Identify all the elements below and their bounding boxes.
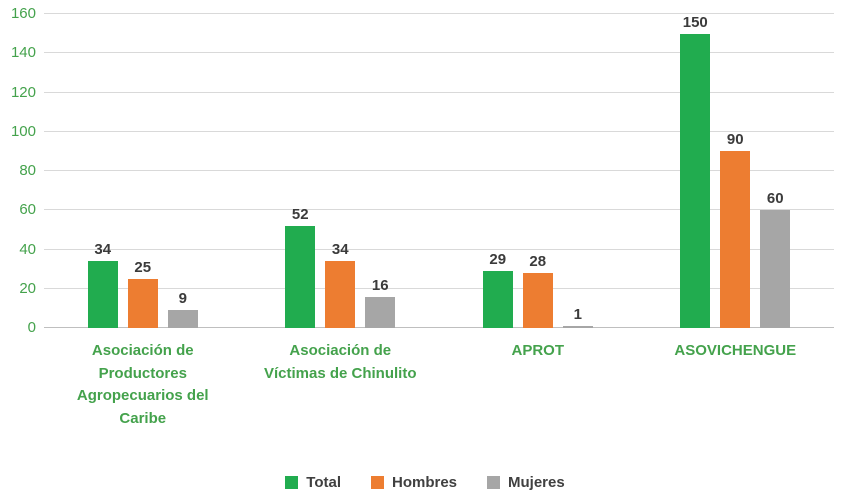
bar-total <box>680 34 711 328</box>
category-label: Asociación de Víctimas de Chinulito <box>242 340 440 430</box>
bar-group: 29 28 1 <box>439 14 637 328</box>
y-tick-label: 140 <box>10 44 36 62</box>
bar-value-label: 29 <box>489 251 507 269</box>
bar-column: 1 <box>562 14 593 328</box>
bar-group: 34 25 9 <box>44 14 242 328</box>
bar-hombres <box>720 151 751 328</box>
bar-column: 150 <box>680 14 711 328</box>
legend-swatch-hombres <box>370 476 384 489</box>
y-tick-label: 40 <box>19 240 36 258</box>
category-label: Asociación de Productores Agropecuarios de… <box>44 340 242 430</box>
legend-item-hombres: Hombres <box>370 474 458 491</box>
y-tick-label: 20 <box>19 279 36 297</box>
x-axis-category-labels: Asociación de Productores Agropecuarios de… <box>44 340 834 430</box>
bar-value-label: 1 <box>573 306 582 324</box>
plot-area: 34 25 9 52 34 16 29 28 1 150 90 60 <box>44 13 834 328</box>
bar-value-label: 25 <box>134 258 152 276</box>
bar-hombres <box>522 273 553 328</box>
gridline <box>44 248 834 250</box>
bar-value-label: 28 <box>529 253 547 271</box>
bar-mujeres <box>365 296 396 328</box>
bar-value-label: 34 <box>331 241 349 259</box>
gridline <box>44 170 834 171</box>
bar-total <box>87 261 118 328</box>
category-label-text: APROT <box>511 342 565 359</box>
legend: Total Hombres Mujeres <box>0 474 850 491</box>
y-tick-label: 160 <box>10 5 36 22</box>
bar-total <box>285 225 316 328</box>
bar-column: 16 <box>365 14 396 328</box>
bar-column: 9 <box>167 14 198 328</box>
bar-column: 34 <box>325 14 356 328</box>
legend-item-mujeres: Mujeres <box>487 474 565 491</box>
y-axis: 0 20 40 60 80 100 120 140 160 <box>0 5 44 336</box>
bar-column: 60 <box>760 14 791 328</box>
bar-mujeres <box>167 310 198 328</box>
bar-mujeres <box>562 326 593 328</box>
legend-swatch-total <box>285 476 299 489</box>
legend-label: Total <box>306 474 341 491</box>
gridline <box>44 130 834 132</box>
legend-label: Hombres <box>391 474 458 491</box>
bar-value-label: 16 <box>371 276 389 294</box>
bar-mujeres <box>760 210 791 328</box>
legend-label: Mujeres <box>508 474 565 491</box>
x-axis-line <box>44 327 834 328</box>
bar-value-label: 52 <box>291 205 309 223</box>
bar-group: 52 34 16 <box>242 14 440 328</box>
category-label: ASOVICHENGUE <box>637 340 835 430</box>
bar-column: 29 <box>482 14 513 328</box>
plot-wrap: 0 20 40 60 80 100 120 140 160 34 25 9 52 34 16 29 28 1 15… <box>0 5 850 336</box>
gridline <box>44 13 834 14</box>
bar-column: 28 <box>522 14 553 328</box>
bar-value-label: 34 <box>94 241 112 259</box>
legend-swatch-mujeres <box>487 476 501 489</box>
y-tick-label: 100 <box>10 122 36 140</box>
bar-column: 52 <box>285 14 316 328</box>
bar-value-label: 9 <box>178 290 187 308</box>
gridline <box>44 91 834 93</box>
y-tick-label: 120 <box>10 83 36 101</box>
bar-total <box>482 271 513 328</box>
gridline <box>44 287 834 289</box>
bar-hombres <box>325 261 356 328</box>
bar-hombres <box>127 278 158 328</box>
category-label-text: ASOVICHENGUE <box>674 342 797 359</box>
bar-value-label: 90 <box>726 131 744 149</box>
bar-column: 25 <box>127 14 158 328</box>
category-label-text: Asociación de Productores Agropecuarios de… <box>76 342 209 427</box>
legend-item-total: Total <box>285 474 341 491</box>
gridline <box>44 209 834 211</box>
bar-value-label: 150 <box>682 14 708 31</box>
bar-column: 34 <box>87 14 118 328</box>
bar-group: 150 90 60 <box>637 14 835 328</box>
bar-groups: 34 25 9 52 34 16 29 28 1 150 90 60 <box>44 14 834 328</box>
gridline <box>44 52 834 54</box>
category-label: APROT <box>439 340 637 430</box>
category-label-text: Asociación de Víctimas de Chinulito <box>263 342 417 382</box>
y-tick-label: 0 <box>27 319 36 336</box>
bar-column: 90 <box>720 14 751 328</box>
bar-value-label: 60 <box>766 190 784 208</box>
y-tick-label: 80 <box>19 162 36 179</box>
y-tick-label: 60 <box>19 201 36 219</box>
